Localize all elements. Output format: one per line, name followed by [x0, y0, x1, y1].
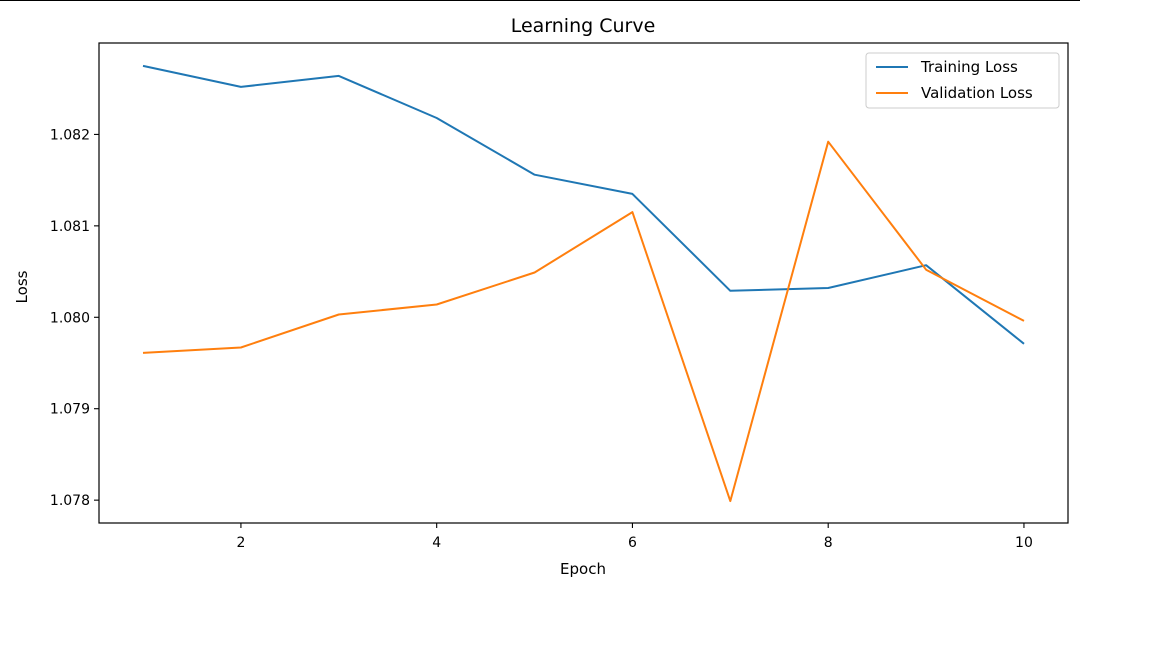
plot-frame: [98, 42, 1069, 524]
y-tick-label: 1.079: [50, 402, 90, 418]
legend-label-0: Training Loss: [920, 58, 1018, 76]
series-line-1: [142, 140, 1025, 503]
y-axis-ticks: 1.078 1.079 1.080 1.081 1.082: [50, 127, 99, 509]
y-tick-label: 1.080: [50, 310, 90, 326]
legend-label-1: Validation Loss: [921, 84, 1033, 102]
x-tick-label: 8: [824, 535, 833, 551]
series-line-0: [142, 64, 1025, 345]
chart-title: Learning Curve: [511, 15, 656, 37]
x-tick-label: 10: [1015, 535, 1033, 551]
top-border-line: [0, 0, 1080, 1]
legend: Training Loss Validation Loss: [865, 52, 1060, 109]
y-tick-label: 1.081: [50, 219, 90, 235]
legend-box: [865, 52, 1060, 109]
x-tick-label: 2: [236, 535, 245, 551]
x-axis-ticks: 2 4 6 8 10: [236, 523, 1033, 551]
y-tick-label: 1.082: [50, 127, 90, 143]
y-tick-label: 1.078: [50, 493, 90, 509]
x-tick-label: 4: [432, 535, 441, 551]
y-axis-label: Loss: [13, 270, 31, 303]
plot-lines: [142, 64, 1025, 503]
x-axis-label: Epoch: [560, 560, 606, 578]
x-tick-label: 6: [628, 535, 637, 551]
